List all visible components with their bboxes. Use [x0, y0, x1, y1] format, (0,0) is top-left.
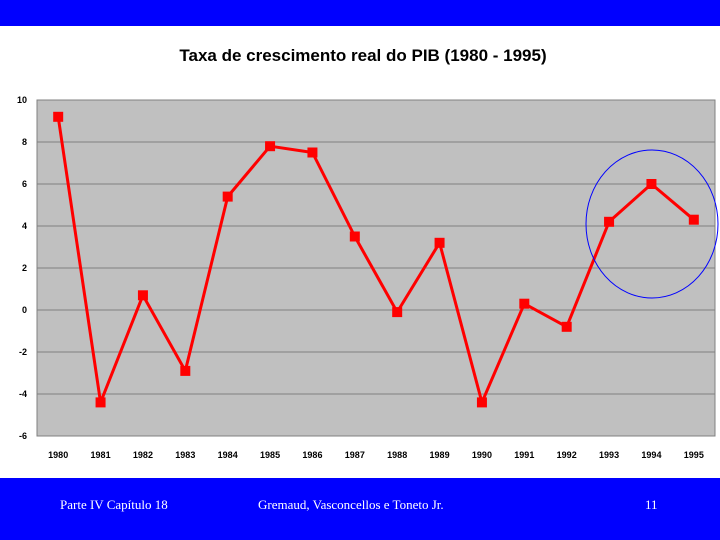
x-tick-label: 1980: [48, 450, 68, 460]
chart-title: Taxa de crescimento real do PIB (1980 - …: [179, 46, 546, 65]
gridlines: [37, 99, 715, 437]
x-tick-label: 1988: [387, 450, 407, 460]
bottom-bar: [0, 478, 720, 540]
y-tick-label: 0: [22, 305, 27, 315]
data-point-1987: [349, 231, 360, 242]
data-point-1994: [646, 179, 657, 189]
x-tick-label: 1990: [472, 450, 492, 460]
y-tick-label: 10: [17, 95, 27, 105]
data-point-1986: [307, 147, 318, 158]
data-point-1984: [222, 191, 233, 202]
data-point-1985: [265, 141, 276, 152]
data-point-1983: [180, 365, 191, 376]
y-tick-label: -2: [19, 347, 27, 357]
x-tick-label: 1993: [599, 450, 619, 460]
x-tick-label: 1981: [91, 450, 111, 460]
page-number: 11: [645, 497, 658, 512]
x-tick-label: 1989: [430, 450, 450, 460]
highlight-circle: [585, 149, 719, 299]
top-bar: [0, 0, 720, 26]
x-tick-label: 1987: [345, 450, 365, 460]
data-point-1989: [434, 237, 445, 248]
y-tick-label: -6: [19, 431, 27, 441]
y-tick-labels: 10 8 6 4 2 0 -2 -4 -6: [17, 95, 27, 441]
series-line: [56, 116, 695, 404]
series-group: [53, 111, 699, 408]
x-tick-label: 1984: [218, 450, 238, 460]
data-point-1992: [561, 321, 572, 332]
data-point-1980: [53, 111, 64, 122]
x-tick-label: 1992: [557, 450, 577, 460]
data-point-1991: [519, 298, 530, 309]
x-tick-labels: 1980 1981 1982 1983 1984 1985 1986 1987 1988 1989…: [48, 450, 704, 460]
footer-left: Parte IV Capítulo 18: [60, 497, 168, 512]
x-tick-label: 1982: [133, 450, 153, 460]
data-point-1982: [137, 290, 148, 301]
y-tick-label: 4: [22, 221, 27, 231]
y-tick-label: -4: [19, 389, 27, 399]
x-tick-label: 1983: [175, 450, 195, 460]
data-point-1993: [604, 216, 615, 227]
data-point-1981: [95, 397, 106, 408]
data-point-1995: [688, 214, 699, 225]
y-tick-label: 8: [22, 137, 27, 147]
x-tick-label: 1995: [684, 450, 704, 460]
footer-center: Gremaud, Vasconcellos e Toneto Jr.: [258, 497, 444, 512]
y-tick-label: 2: [22, 263, 27, 273]
y-tick-label: 6: [22, 179, 27, 189]
data-point-1990: [476, 397, 487, 408]
x-tick-label: 1994: [641, 450, 661, 460]
x-tick-label: 1985: [260, 450, 280, 460]
gdp-growth-chart: Taxa de crescimento real do PIB (1980 - …: [17, 46, 719, 460]
x-tick-label: 1991: [514, 450, 534, 460]
data-point-1988: [392, 307, 403, 318]
x-tick-label: 1986: [302, 450, 322, 460]
